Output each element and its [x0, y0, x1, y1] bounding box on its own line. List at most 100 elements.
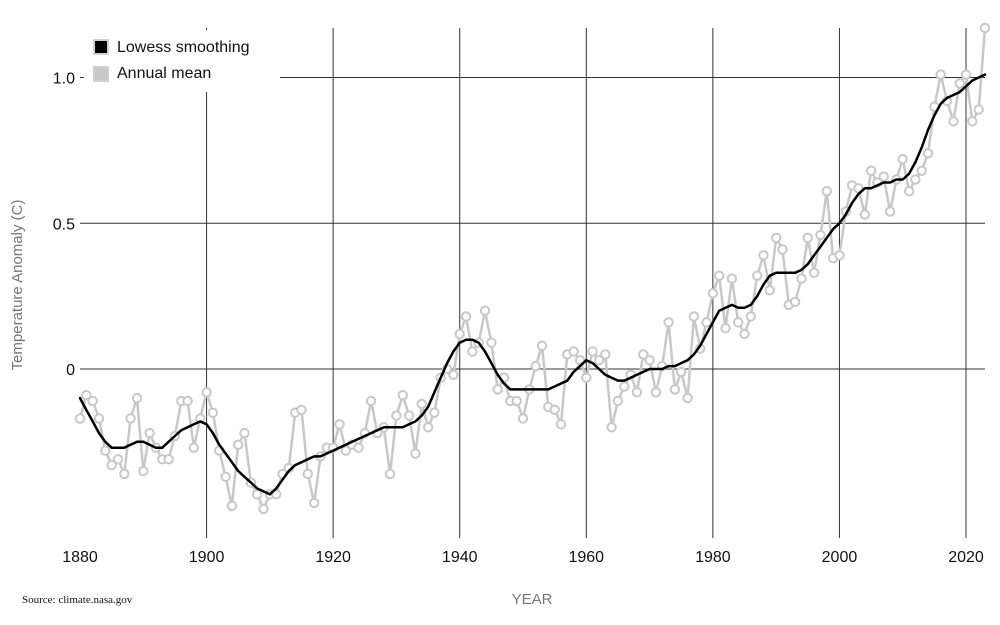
annual-mean-point-1994	[796, 273, 807, 284]
annual-mean-point-1884	[100, 445, 111, 456]
annual-mean-point-1917	[309, 497, 320, 509]
annual-mean-point-1929	[384, 468, 396, 480]
annual-mean-point-1963	[600, 349, 611, 360]
x-tick-labels: 1880 1900 1920 1940 1960 1980 2000 2020	[62, 549, 984, 566]
annual-mean-point-1887	[119, 468, 130, 480]
legend-background	[84, 30, 280, 92]
annual-mean-point-1969	[638, 349, 649, 360]
annual-mean-point-1975	[676, 366, 687, 378]
annual-mean-point-1932	[403, 410, 415, 421]
annual-mean-point-2021	[967, 116, 978, 127]
annual-mean-point-1922	[340, 445, 351, 456]
annual-mean-point-1900	[201, 387, 212, 398]
annual-mean-point-1935	[422, 422, 434, 433]
annual-mean-point-1985	[739, 328, 750, 340]
x-tick-label-1980: 1980	[695, 549, 731, 566]
annual-mean-point-1931	[397, 390, 408, 401]
annual-mean-point-1940	[454, 328, 465, 340]
x-tick-label-2000: 2000	[822, 549, 858, 566]
annual-mean-point-1916	[302, 468, 313, 480]
annual-mean-point-1904	[226, 500, 238, 512]
annual-mean-point-1924	[353, 442, 364, 453]
annual-mean-point-1966	[619, 381, 630, 392]
annual-mean-point-1941	[460, 311, 472, 322]
annual-mean-point-2018	[948, 116, 959, 127]
x-tick-label-1880: 1880	[62, 549, 98, 566]
source-note: Source: climate.nasa.gov	[22, 594, 133, 606]
annual-mean-point-1934	[416, 398, 427, 410]
y-tick-label-1: 0.5	[53, 216, 75, 233]
annual-mean-point-1891	[144, 427, 155, 439]
annual-mean-point-1984	[733, 317, 744, 328]
annual-mean-point-1988	[758, 250, 769, 261]
annual-mean-point-1942	[467, 346, 478, 357]
annual-mean-point-1981	[714, 270, 725, 281]
x-tick-label-1960: 1960	[568, 549, 604, 566]
x-tick-label-2020: 2020	[948, 549, 984, 566]
annual-mean-point-1979	[701, 317, 712, 328]
annual-mean-point-1888	[125, 413, 136, 424]
annual-mean-point-2011	[903, 186, 915, 197]
annual-mean-point-1997	[815, 229, 826, 241]
annual-mean-point-1921	[334, 419, 345, 430]
annual-mean-point-1983	[726, 273, 738, 284]
annual-mean-point-1960	[581, 372, 592, 383]
annual-mean-point-1986	[745, 311, 756, 322]
y-axis-title: Temperature Anomaly (C)	[9, 200, 26, 371]
annual-mean-point-2019	[954, 78, 965, 89]
x-tick-label-1900: 1900	[189, 549, 225, 566]
annual-mean-point-1955	[549, 404, 560, 415]
annual-mean-point-2010	[897, 153, 908, 165]
y-tick-label-0: 0	[66, 362, 75, 379]
annual-mean-point-1968	[631, 387, 643, 398]
annual-mean-point-1976	[682, 392, 693, 404]
annual-mean-point-2000	[834, 250, 845, 261]
annual-mean-point-1930	[391, 410, 402, 421]
legend-swatch-annual	[93, 66, 109, 82]
annual-mean-point-1973	[663, 317, 674, 328]
annual-mean-point-1880	[74, 413, 86, 424]
annual-mean-point-1906	[239, 427, 250, 439]
annual-mean-point-1953	[536, 340, 548, 351]
annual-mean-point-2016	[935, 69, 946, 80]
legend-label-lowess: Lowess smoothing	[117, 39, 250, 56]
annual-mean-point-1897	[182, 395, 193, 407]
annual-mean-point-1936	[429, 407, 440, 418]
annual-mean-point-2012	[910, 174, 921, 185]
annual-mean-point-1890	[138, 465, 149, 477]
grid-lines	[80, 28, 985, 538]
x-axis-title: YEAR	[512, 591, 553, 608]
annual-mean-point-2008	[884, 206, 896, 217]
annual-mean-point-1944	[479, 305, 491, 316]
series-group	[74, 22, 991, 515]
annual-mean-point-1915	[296, 404, 307, 415]
annual-mean-point-1964	[606, 422, 617, 433]
annual-mean-point-1970	[644, 355, 655, 366]
annual-mean-point-1926	[365, 395, 377, 407]
annual-mean-point-1889	[131, 392, 143, 404]
y-tick-label-2: 1.0	[53, 71, 75, 88]
annual-mean-point-1990	[771, 232, 782, 244]
annual-mean-point-1946	[492, 384, 503, 395]
annual-mean-point-1933	[410, 448, 421, 459]
annual-mean-point-1883	[93, 413, 105, 424]
annual-mean-point-1998	[821, 186, 832, 197]
annual-mean-point-1909	[258, 503, 269, 515]
annual-mean-point-1949	[511, 395, 522, 407]
y-tick-labels: 0 0.5 1.0	[53, 71, 75, 379]
legend-swatch-lowess	[93, 39, 109, 55]
annual-mean-point-1995	[802, 232, 813, 244]
annual-mean-point-1989	[764, 285, 775, 296]
annual-mean-point-1962	[593, 355, 605, 366]
annual-mean-point-1965	[612, 395, 624, 407]
annual-mean-point-1903	[220, 471, 231, 482]
annual-mean-point-1987	[752, 270, 763, 281]
lowess-smoothing-line	[78, 73, 987, 496]
annual-mean-point-1908	[252, 489, 263, 500]
annual-mean-point-1952	[530, 360, 541, 372]
legend: Lowess smoothing Annual mean	[84, 30, 280, 92]
annual-mean-point-1958	[568, 346, 579, 357]
annual-mean-point-2022	[973, 104, 984, 115]
annual-mean-point-1945	[486, 337, 497, 348]
